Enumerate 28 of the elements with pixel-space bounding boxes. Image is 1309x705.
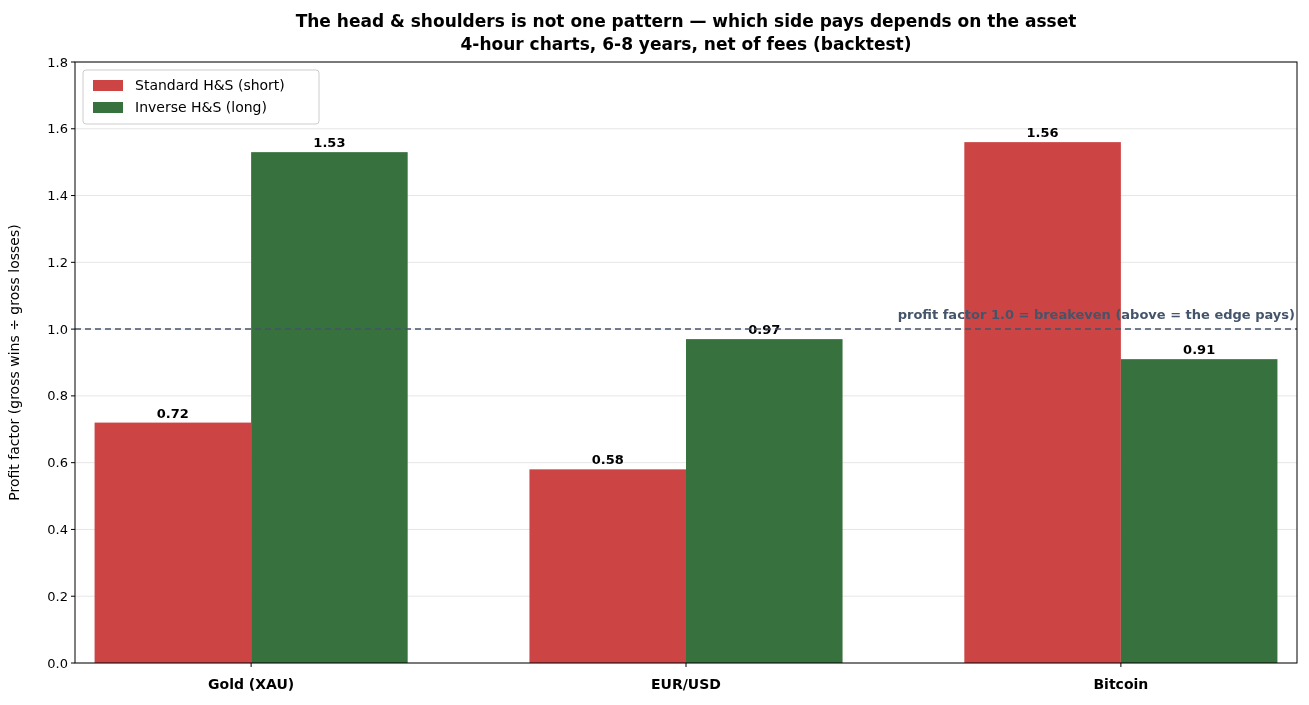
bar: [94, 422, 252, 663]
chart-title: The head & shoulders is not one pattern — which side pays depends on the asset: [295, 11, 1077, 31]
legend-label: Inverse H&S (long): [135, 99, 267, 115]
y-tick-label: 1.8: [47, 54, 68, 70]
bar: [529, 469, 686, 663]
y-tick-label: 1.2: [47, 254, 68, 270]
y-tick-label: 1.4: [47, 188, 68, 204]
y-tick-label: 1.6: [47, 121, 68, 137]
x-tick-label: Bitcoin: [1093, 676, 1149, 692]
bar: [686, 339, 843, 663]
x-tick-label: EUR/USD: [651, 676, 721, 692]
y-tick-label: 0.6: [47, 455, 68, 471]
bar: [1120, 359, 1278, 663]
bar: [251, 152, 408, 663]
y-tick-label: 0.0: [47, 655, 68, 671]
y-tick-label: 0.8: [47, 388, 68, 404]
data-label: 1.56: [1026, 125, 1059, 141]
data-label: 0.91: [1183, 342, 1216, 358]
y-axis-title: Profit factor (gross wins ÷ gross losses): [6, 224, 22, 501]
data-label: 0.58: [591, 452, 624, 468]
x-tick-label: Gold (XAU): [208, 676, 295, 692]
y-tick-label: 0.4: [47, 521, 68, 537]
chart-subtitle: 4-hour charts, 6-8 years, net of fees (backtest): [460, 34, 912, 54]
y-tick-label: 0.2: [47, 588, 68, 604]
data-label: 1.53: [313, 135, 346, 151]
legend-label: Standard H&S (short): [135, 77, 285, 93]
y-tick-label: 1.0: [47, 321, 68, 337]
data-label: 0.72: [156, 405, 189, 421]
